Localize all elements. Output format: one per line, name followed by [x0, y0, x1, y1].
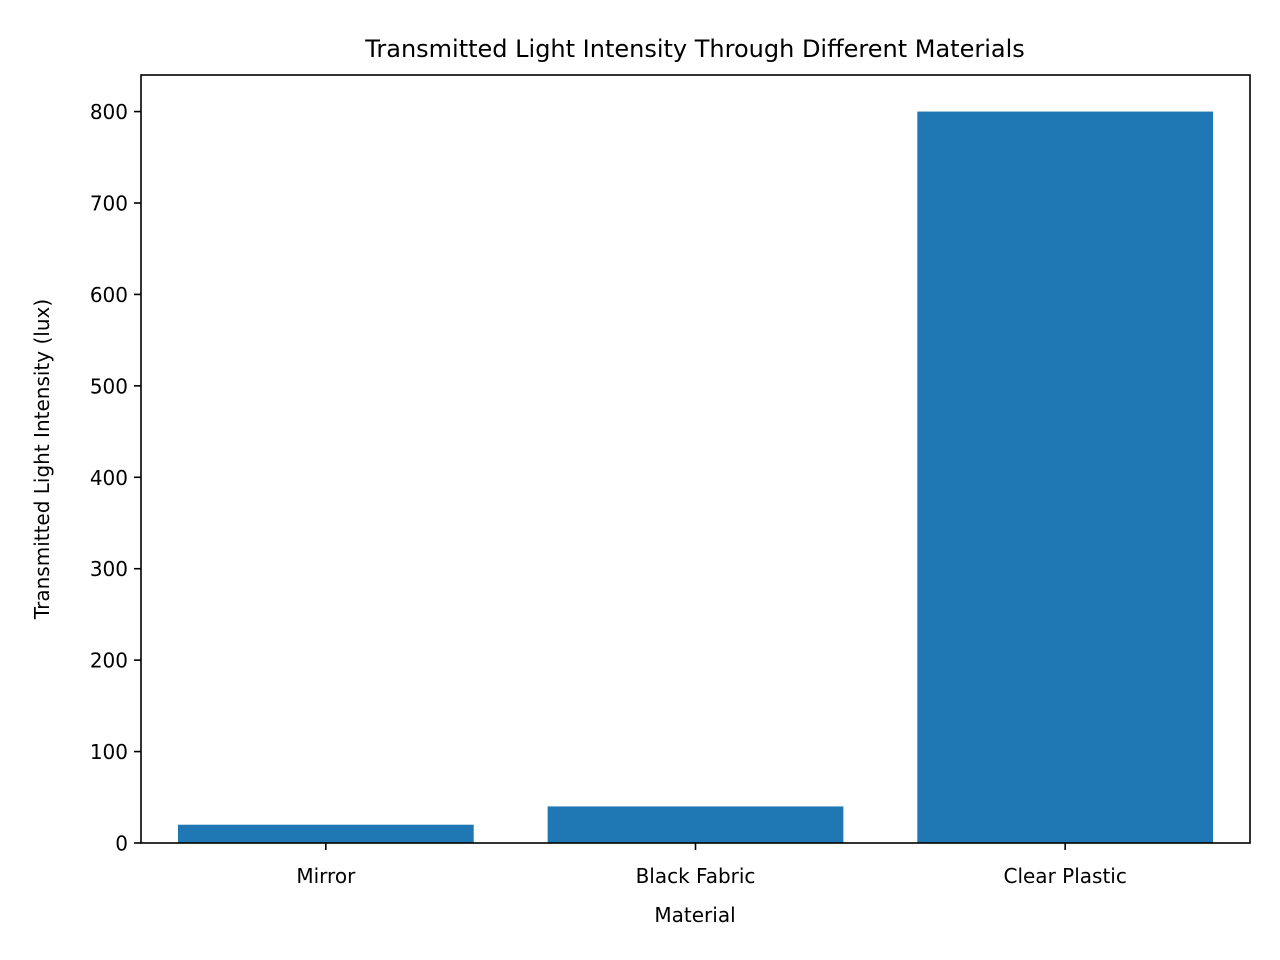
- y-tick-label: 100: [90, 740, 128, 764]
- y-tick-label: 0: [115, 832, 128, 856]
- bar-mirror: [177, 824, 474, 843]
- y-tick-label: 300: [90, 557, 128, 581]
- bars-group: [177, 111, 1214, 844]
- chart-title: Transmitted Light Intensity Through Diff…: [364, 35, 1025, 63]
- y-tick-label: 200: [90, 649, 128, 673]
- y-tick-label: 600: [90, 283, 128, 307]
- y-tick-label: 800: [90, 100, 128, 124]
- x-tick-label: Clear Plastic: [1003, 864, 1126, 888]
- y-axis: 0 100 200 300 400 500 600 700 800: [90, 100, 141, 856]
- y-axis-label: Transmitted Light Intensity (lux): [30, 299, 54, 620]
- y-tick-label: 400: [90, 466, 128, 490]
- x-axis: Mirror Black Fabric Clear Plastic: [296, 843, 1127, 888]
- bar-clear-plastic: [917, 111, 1214, 844]
- y-tick-label: 700: [90, 192, 128, 216]
- y-tick-label: 500: [90, 374, 128, 398]
- x-tick-label: Black Fabric: [636, 864, 756, 888]
- x-tick-label: Mirror: [296, 864, 356, 888]
- x-axis-label: Material: [654, 903, 735, 927]
- bar-black-fabric: [547, 806, 844, 843]
- plot-frame: [140, 74, 1251, 844]
